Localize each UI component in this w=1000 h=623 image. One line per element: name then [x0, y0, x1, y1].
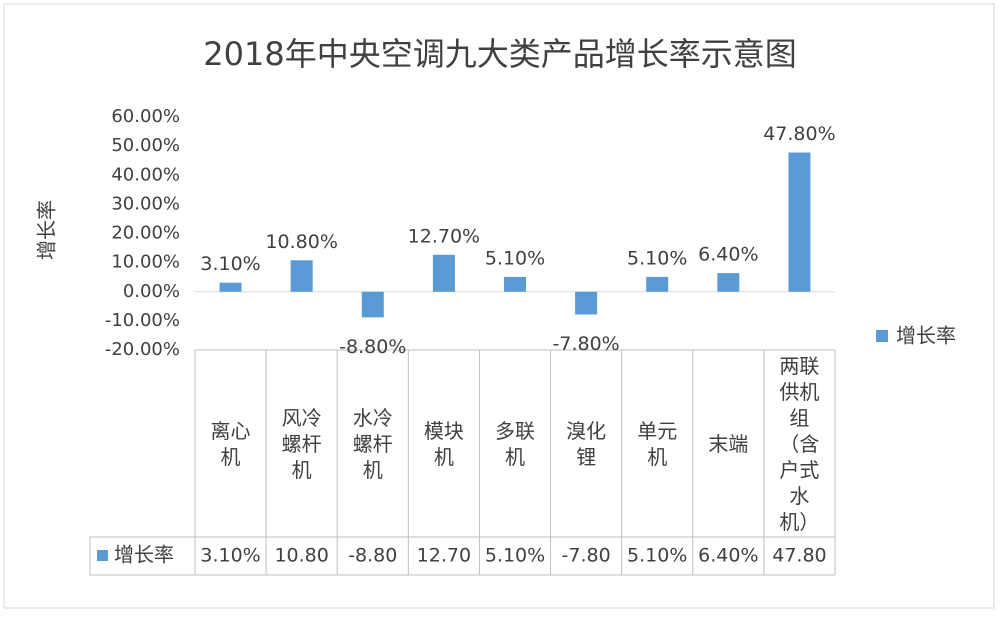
bar [646, 276, 669, 292]
category-cell: 离心机 [195, 350, 266, 537]
table-value: 47.80 [772, 545, 826, 567]
data-label: 47.80% [763, 123, 835, 145]
x-tick-label: 风冷螺杆机 [281, 405, 322, 482]
table-legend-label: 增长率 [114, 543, 174, 567]
bar [575, 291, 598, 315]
category-cell: 单元机 [622, 350, 693, 537]
category-cell: 两联供机组（含户式水机） [764, 350, 835, 537]
x-tick-label: 多联机 [494, 418, 535, 469]
y-tick-label: 40.00% [111, 164, 180, 185]
bar [432, 254, 455, 292]
bar [504, 276, 526, 292]
data-label: 3.10% [200, 253, 260, 275]
data-label: 10.80% [265, 231, 337, 253]
chart-title: 2018年中央空调九大类产品增长率示意图 [203, 35, 796, 73]
legend-label: 增长率 [896, 324, 956, 348]
y-tick-label: -10.00% [105, 310, 180, 331]
x-tick-label: 离心机 [210, 418, 251, 469]
legend-key [876, 330, 888, 342]
table-legend-key [97, 550, 108, 561]
table-value: -7.80 [562, 545, 611, 567]
category-cell: 模块机 [408, 350, 479, 537]
category-cell: 风冷螺杆机 [266, 350, 337, 537]
y-tick-label: 30.00% [111, 193, 180, 214]
x-tick-label: 模块机 [423, 418, 464, 469]
category-cell: 末端 [693, 350, 764, 537]
y-tick-label: 10.00% [111, 252, 180, 273]
data-label: 5.10% [627, 247, 687, 269]
table-value: 12.70 [417, 545, 471, 567]
category-cell: 水冷螺杆机 [337, 350, 408, 537]
table-value: 10.80 [274, 545, 328, 567]
bar [788, 152, 811, 292]
x-tick-label: 单元机 [637, 418, 678, 469]
table-value: 5.10% [485, 545, 545, 567]
data-label: -7.80% [553, 333, 620, 355]
chart-border [3, 3, 995, 609]
x-tick-label: 末端 [708, 431, 749, 456]
data-label: -8.80% [339, 336, 406, 358]
table-value: 5.10% [627, 545, 687, 567]
y-tick-label: 60.00% [111, 106, 180, 127]
y-axis-title: 增长率 [35, 200, 59, 260]
data-label: 5.10% [485, 247, 545, 269]
x-tick-label: 两联供机组（含户式水机） [779, 353, 820, 534]
x-tick-label: 水冷螺杆机 [352, 405, 393, 482]
bar [290, 260, 313, 292]
category-cell: 多联机 [479, 350, 550, 537]
table-value: 3.10% [200, 545, 260, 567]
category-cell: 溴化锂 [551, 350, 622, 537]
table-value: 6.40% [698, 545, 758, 567]
data-label: 12.70% [408, 225, 480, 247]
table-value: -8.80 [348, 545, 397, 567]
y-tick-label: 0.00% [123, 281, 180, 302]
x-tick-label: 溴化锂 [566, 418, 607, 469]
data-label: 6.40% [698, 244, 758, 266]
bar [717, 273, 740, 292]
y-tick-label: 20.00% [111, 223, 180, 244]
y-tick-label: -20.00% [105, 339, 180, 360]
bar [219, 282, 242, 292]
bar [361, 291, 384, 318]
y-tick-label: 50.00% [111, 135, 180, 156]
